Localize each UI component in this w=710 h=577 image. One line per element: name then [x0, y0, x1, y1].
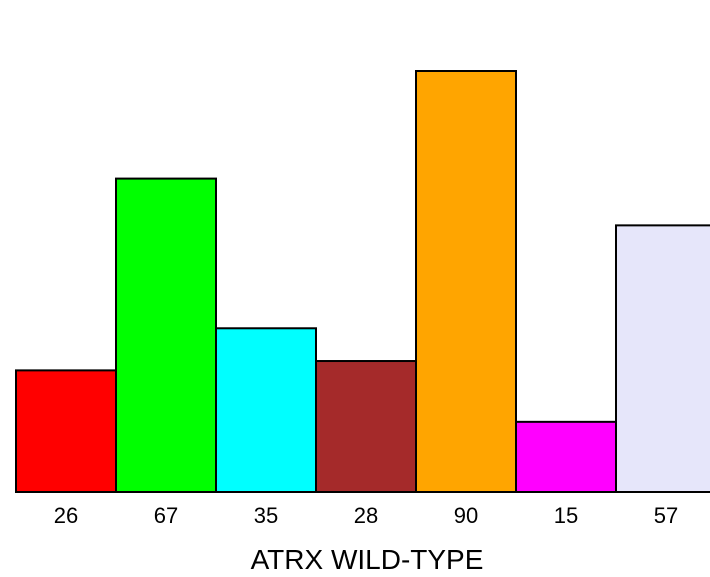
category-label-2: 35 — [254, 503, 278, 528]
category-label-1: 67 — [154, 503, 178, 528]
bar-1 — [115, 177, 217, 493]
category-label-0: 26 — [54, 503, 78, 528]
bar-3 — [315, 360, 417, 493]
bar-4 — [415, 70, 517, 493]
category-label-6: 57 — [654, 503, 678, 528]
bar-6 — [615, 224, 710, 493]
x-axis-title: ATRX WILD-TYPE — [251, 544, 484, 575]
category-label-3: 28 — [354, 503, 378, 528]
category-label-5: 15 — [554, 503, 578, 528]
category-labels-group: 26 67 35 28 90 15 57 — [54, 503, 678, 528]
bar-5 — [515, 420, 617, 494]
bar-0 — [15, 369, 117, 493]
bars-group — [15, 70, 710, 494]
bar-2 — [215, 327, 317, 493]
category-label-4: 90 — [454, 503, 478, 528]
